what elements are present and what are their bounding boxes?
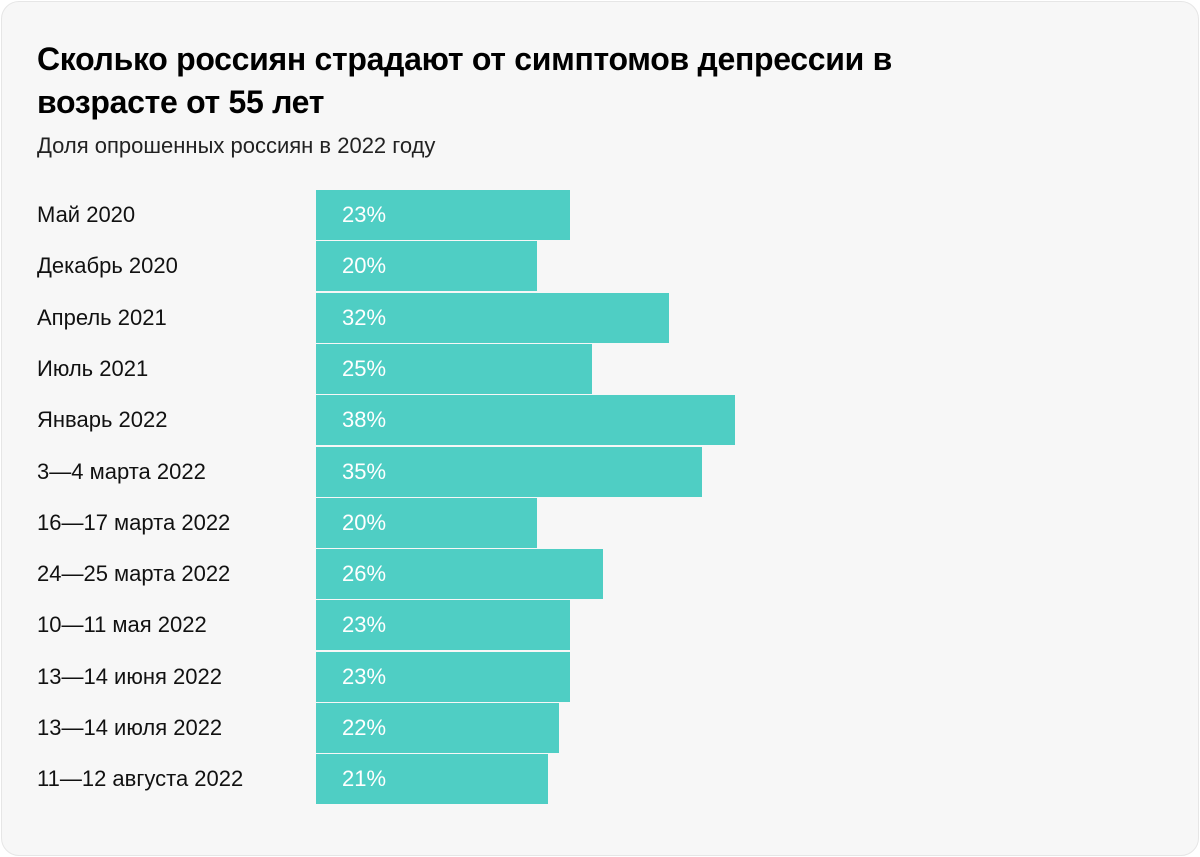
bar-value-label: 21% [342,766,387,792]
bar-value-label: 23% [342,663,387,689]
bar [316,497,537,548]
category-label: 24—25 марта 2022 [37,561,231,587]
category-label: Январь 2022 [37,407,168,433]
bar-value-label: 26% [342,561,387,587]
category-label: Июль 2021 [37,355,149,381]
bar [316,549,603,600]
bar [316,395,736,446]
bar-value-label: 23% [342,202,387,227]
category-label: Май 2020 [37,202,136,227]
bar [316,651,570,702]
category-label: 16—17 марта 2022 [37,509,231,535]
bar [316,446,703,497]
bar-value-label: 23% [342,612,387,638]
category-label: 13—14 июля 2022 [37,715,223,740]
category-label: 13—14 июня 2022 [37,663,222,689]
bar [316,343,592,394]
category-label: 10—11 мая 2022 [37,612,207,638]
bar [316,703,559,753]
category-label: Апрель 2021 [37,304,167,330]
bar-value-label: 25% [342,355,387,381]
bar [316,241,537,292]
category-label: 11—12 августа 2022 [37,766,244,792]
bar-value-label: 20% [342,509,387,535]
bar-value-label: 35% [342,458,387,484]
category-label: 3—4 марта 2022 [37,458,206,484]
chart-title: Сколько россиян страдают от симптомов де… [37,41,893,120]
chart-subtitle: Доля опрошенных россиян в 2022 году [37,133,436,158]
category-label: Декабрь 2020 [37,253,178,279]
bar [316,292,669,343]
bar [316,600,570,651]
bar [316,190,570,240]
bar [316,754,548,805]
bar-value-label: 22% [342,715,387,740]
bar-value-label: 20% [342,253,387,279]
bar-value-label: 32% [342,304,387,330]
bar-value-label: 38% [342,407,387,433]
